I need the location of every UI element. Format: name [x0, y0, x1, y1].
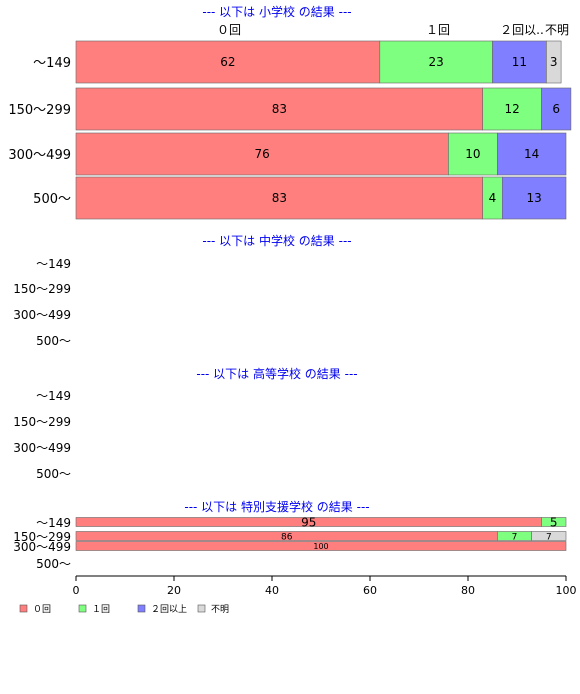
bar-segment: [492, 40, 547, 84]
x-tick-label: 40: [265, 584, 279, 597]
data-label: 83: [272, 191, 287, 205]
panel-title: --- 以下は 中学校 の結果 ---: [202, 233, 351, 248]
category-label: ～149: [36, 389, 71, 403]
category-label: ～149: [36, 257, 71, 271]
legend-label: １回: [92, 604, 110, 615]
category-label: 300～499: [8, 148, 71, 163]
data-label: 86: [281, 532, 293, 542]
data-label: 76: [255, 147, 270, 161]
category-label: 150～299: [13, 415, 71, 429]
data-label: 11: [512, 55, 527, 69]
category-label: ～149: [33, 56, 71, 71]
category-label: 500～: [33, 192, 71, 207]
top-label: 不明: [545, 23, 569, 37]
bar-segment: [531, 531, 567, 541]
data-label: 3: [550, 55, 558, 69]
bar-segment: [448, 132, 498, 176]
legend-swatch: [78, 604, 87, 613]
bar-segment: [75, 541, 567, 551]
legend-label: ２回以上: [151, 604, 187, 615]
data-label: 10: [465, 147, 480, 161]
x-tick-label: 60: [363, 584, 377, 597]
bar-segment: [75, 87, 484, 131]
data-label: 83: [272, 102, 287, 116]
bar-segment: [497, 132, 567, 176]
data-label: 5: [550, 516, 558, 530]
legend-label: 不明: [211, 604, 229, 615]
bar-segment: [501, 176, 567, 220]
data-label: 62: [220, 55, 235, 69]
category-label: ～149: [36, 516, 71, 530]
legend-label: ０回: [33, 604, 51, 615]
bar-segment: [75, 40, 381, 84]
bar-segment: [482, 87, 542, 131]
legend-swatch: [19, 604, 28, 613]
data-label: 100: [313, 542, 328, 551]
bar-segment: [541, 517, 567, 527]
bar-segment: [75, 176, 484, 220]
data-label: 23: [429, 55, 444, 69]
bar-segment: [75, 132, 449, 176]
category-label: 500～: [36, 557, 71, 571]
legend-swatch: [137, 604, 146, 613]
x-tick-label: 80: [461, 584, 475, 597]
data-label: 14: [524, 147, 539, 161]
category-label: 500～: [36, 467, 71, 481]
category-label: 150～299: [13, 282, 71, 296]
panel-title: --- 以下は 小学校 の結果 ---: [202, 4, 351, 19]
bar-segment: [379, 40, 493, 84]
panel-title: --- 以下は 特別支援学校 の結果 ---: [184, 499, 369, 514]
bar-segment: [541, 87, 572, 131]
data-label: 7: [512, 532, 518, 542]
legend-swatch: [197, 604, 206, 613]
data-label: 13: [527, 191, 542, 205]
category-label: 150～299: [13, 530, 71, 544]
category-label: 500～: [36, 334, 71, 348]
x-tick-label: 100: [556, 584, 577, 597]
data-label: 95: [301, 516, 316, 530]
top-label: ２回以..: [500, 23, 544, 37]
data-label: 6: [552, 102, 560, 116]
data-label: 12: [504, 102, 519, 116]
bar-segment: [546, 40, 562, 84]
data-label: 4: [489, 191, 497, 205]
data-label: 7: [546, 532, 552, 542]
x-tick-label: 20: [167, 584, 181, 597]
panel-title: --- 以下は 高等学校 の結果 ---: [196, 366, 357, 381]
top-label: ０回: [217, 23, 241, 37]
category-label: 300～499: [13, 308, 71, 322]
x-tick-label: 0: [73, 584, 80, 597]
top-label: １回: [426, 23, 450, 37]
category-label: 150～299: [8, 103, 71, 118]
category-label: 300～499: [13, 540, 71, 554]
category-label: 300～499: [13, 441, 71, 455]
